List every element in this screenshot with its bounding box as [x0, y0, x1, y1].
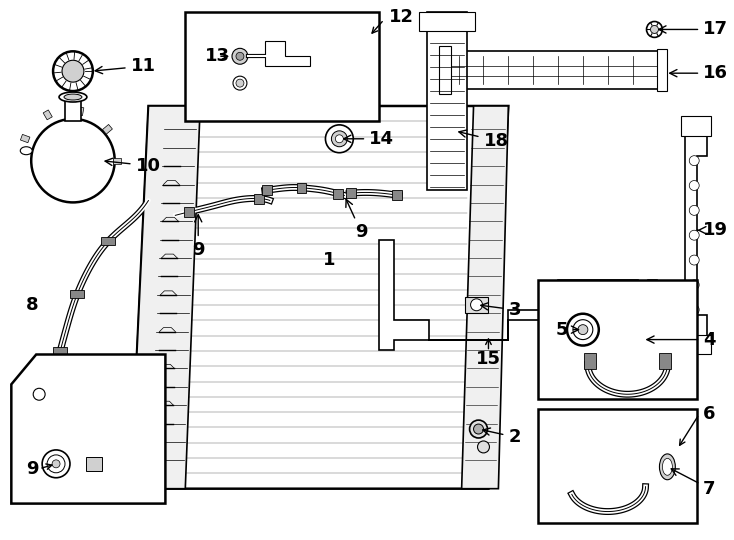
Bar	[681, 116, 711, 136]
Circle shape	[53, 51, 92, 91]
Circle shape	[236, 52, 244, 60]
Polygon shape	[379, 240, 658, 349]
Bar	[346, 188, 356, 198]
Circle shape	[39, 454, 59, 474]
Bar	[86, 457, 102, 471]
Bar	[254, 193, 264, 204]
Text: 10: 10	[105, 157, 161, 174]
Polygon shape	[462, 106, 509, 489]
Text: 11: 11	[95, 57, 156, 75]
Bar	[584, 354, 596, 369]
Circle shape	[33, 388, 45, 400]
Bar	[45, 394, 59, 402]
Ellipse shape	[59, 92, 87, 102]
Circle shape	[689, 255, 700, 265]
Circle shape	[689, 230, 700, 240]
Text: 9: 9	[192, 215, 205, 259]
Bar	[297, 183, 307, 193]
Text: 3: 3	[481, 301, 521, 319]
Bar	[185, 11, 379, 121]
Bar	[333, 189, 344, 199]
Circle shape	[233, 76, 247, 90]
Circle shape	[236, 79, 244, 87]
Circle shape	[689, 205, 700, 215]
Bar	[101, 237, 115, 245]
Circle shape	[473, 424, 484, 434]
Bar	[538, 280, 697, 399]
Circle shape	[332, 131, 347, 147]
Circle shape	[470, 420, 487, 438]
Bar	[54, 347, 68, 354]
Ellipse shape	[662, 458, 672, 475]
Bar	[465, 297, 488, 313]
Bar	[658, 49, 667, 91]
Bar	[262, 185, 272, 195]
Bar	[538, 409, 697, 523]
Circle shape	[32, 119, 115, 202]
Circle shape	[42, 450, 70, 478]
Bar	[427, 11, 467, 191]
Text: 12: 12	[389, 8, 414, 25]
Polygon shape	[265, 42, 310, 66]
Circle shape	[650, 25, 658, 33]
Bar	[76, 107, 84, 116]
Circle shape	[689, 180, 700, 191]
Text: 8: 8	[26, 296, 39, 314]
Text: 4: 4	[647, 330, 716, 349]
Text: 7: 7	[671, 469, 716, 498]
Circle shape	[62, 60, 84, 82]
Ellipse shape	[64, 94, 82, 100]
Bar	[444, 51, 662, 89]
Text: 17: 17	[659, 21, 728, 38]
Polygon shape	[131, 106, 509, 489]
Bar	[43, 110, 52, 120]
Text: 5: 5	[556, 321, 578, 339]
Bar	[103, 124, 112, 134]
Circle shape	[567, 314, 599, 346]
Circle shape	[43, 458, 55, 470]
Text: 9: 9	[26, 460, 39, 478]
Circle shape	[647, 22, 662, 37]
Bar	[659, 354, 672, 369]
Bar	[113, 158, 120, 164]
Ellipse shape	[21, 147, 32, 154]
Text: 1: 1	[323, 251, 335, 269]
Circle shape	[689, 305, 700, 315]
Text: 19: 19	[697, 221, 728, 239]
Circle shape	[573, 320, 593, 340]
Text: 13: 13	[206, 48, 230, 65]
Bar	[21, 134, 30, 143]
Circle shape	[689, 280, 700, 290]
Circle shape	[478, 441, 490, 453]
Circle shape	[325, 125, 353, 153]
Text: 16: 16	[669, 64, 728, 82]
Circle shape	[578, 325, 588, 335]
Bar	[419, 11, 475, 31]
Bar	[70, 291, 84, 299]
Bar	[65, 101, 81, 121]
Circle shape	[52, 460, 60, 468]
Polygon shape	[131, 106, 200, 489]
Text: 2: 2	[483, 428, 521, 446]
Polygon shape	[11, 354, 165, 504]
Circle shape	[335, 135, 344, 143]
Polygon shape	[686, 131, 707, 340]
Circle shape	[689, 156, 700, 166]
Text: 15: 15	[476, 350, 501, 368]
Text: 9: 9	[346, 199, 368, 241]
Text: 6: 6	[703, 405, 716, 423]
Bar	[681, 335, 711, 354]
Circle shape	[47, 455, 65, 473]
Bar	[439, 46, 451, 94]
Bar	[392, 190, 401, 200]
Ellipse shape	[659, 454, 675, 480]
Bar	[184, 207, 194, 217]
Text: 18: 18	[459, 130, 509, 150]
Text: 14: 14	[344, 130, 394, 148]
Circle shape	[470, 299, 482, 310]
Circle shape	[232, 49, 248, 64]
